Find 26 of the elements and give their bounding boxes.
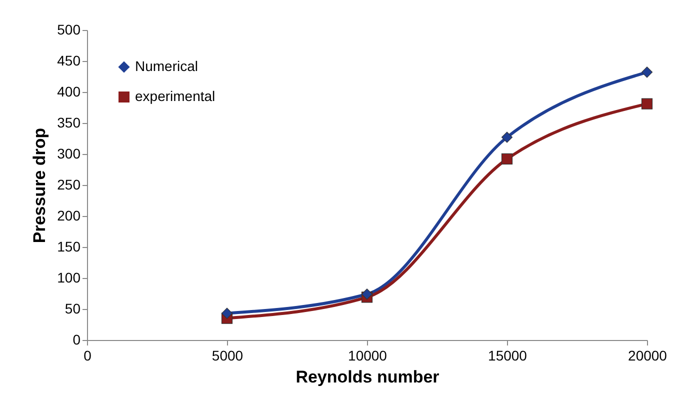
point [641, 66, 653, 78]
x-tick-label: 5000 [212, 348, 244, 364]
x-tick-label: 15000 [488, 348, 528, 364]
y-tick-label: 250 [57, 176, 81, 192]
x-tick-label: 10000 [348, 348, 388, 364]
y-tick-label: 450 [57, 52, 81, 68]
y-tick-label: 50 [64, 300, 81, 316]
legend-label: Numerical [135, 58, 198, 74]
point [221, 308, 233, 319]
y-tick-label: 150 [57, 238, 81, 254]
y-tick-label: 500 [57, 22, 81, 38]
y-tick-label: 0 [72, 332, 81, 348]
y-tick-label: 350 [57, 114, 81, 130]
x-axis-title: Reynolds number [296, 368, 440, 386]
y-tick-label: 400 [57, 84, 81, 100]
x-tick-label: 0 [84, 348, 92, 364]
x-tick-label: 20000 [628, 348, 668, 364]
point [641, 98, 653, 110]
y-tick-label: 300 [57, 146, 81, 162]
point [501, 132, 513, 143]
y-tick-label: 100 [57, 270, 81, 286]
legend-label: experimental [135, 88, 216, 104]
point [361, 288, 373, 300]
y-axis-title: Pressure drop [30, 128, 50, 244]
y-tick-label: 200 [57, 208, 81, 224]
point [501, 153, 513, 165]
